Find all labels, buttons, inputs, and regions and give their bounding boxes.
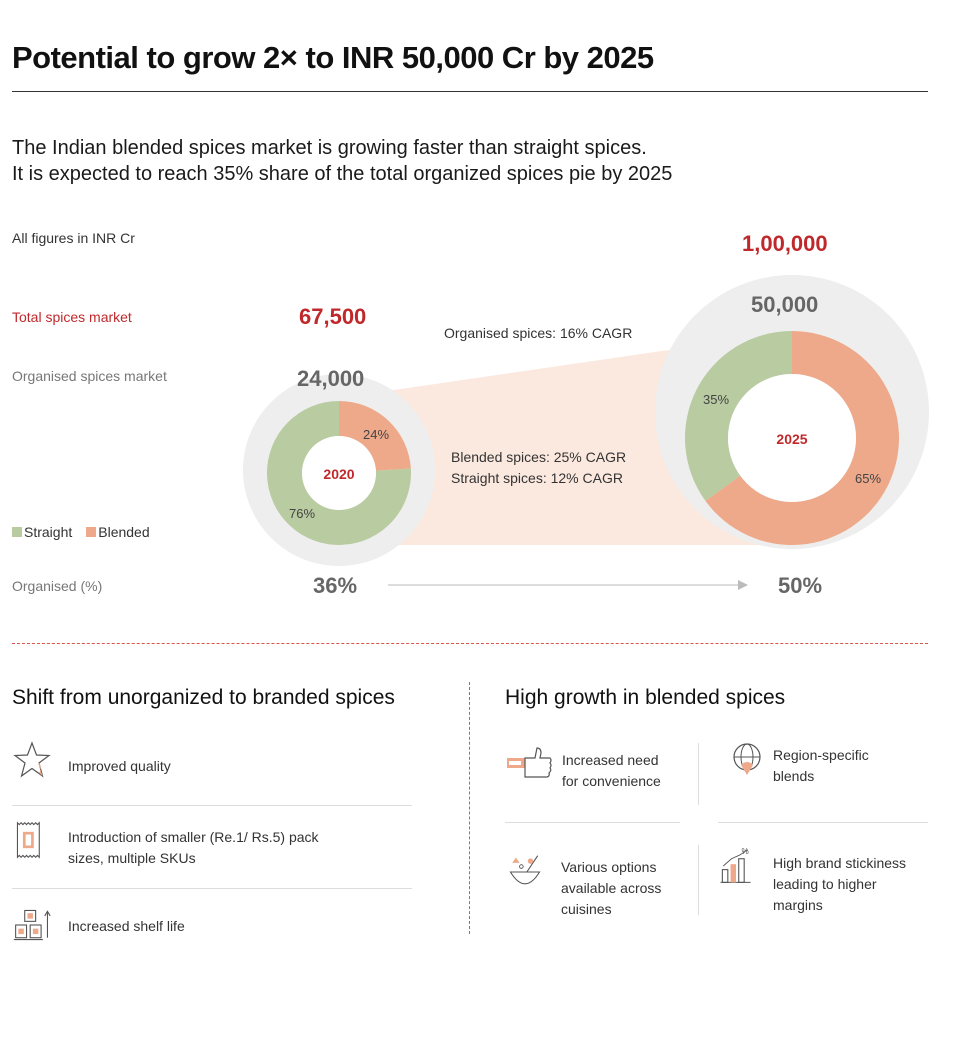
feature-brand-stickiness: High brand stickiness leading to higher … [773,853,906,916]
globe-pin-icon [733,743,761,775]
donut-slice-blended-2020 [339,401,411,471]
chart-legend: Straight Blended [12,524,150,540]
data-label-blended-2025: 65% [855,471,881,486]
data-label-straight-2025: 35% [703,392,729,407]
donut-hole-2025 [728,374,856,502]
feature-smaller-packs: Introduction of smaller (Re.1/ Rs.5) pac… [68,827,319,869]
organised-market-2025: 50,000 [751,292,819,317]
column-divider [469,682,470,934]
title-divider [12,91,928,92]
feature-various-options-line-3: cuisines [561,901,612,917]
donut-slice-blended-2025 [705,331,899,546]
thumbs-up-icon [507,747,552,778]
feature-improved-quality: Improved quality [68,758,171,774]
section-divider [12,643,928,644]
star-icon [13,741,51,778]
feature-smaller-packs-line-1: Introduction of smaller (Re.1/ Rs.5) pac… [68,829,319,845]
legend-swatch-blended [86,527,97,537]
feature-convenience-line-2: for convenience [562,773,661,789]
subtitle-line-1: The Indian blended spices market is grow… [12,137,647,159]
straight-cagr-annotation: Straight spices: 12% CAGR [451,470,623,486]
total-market-label: Total spices market [12,309,132,325]
donut-2025 [684,331,899,546]
feature-smaller-packs-line-2: sizes, multiple SKUs [68,850,196,866]
organised-cagr-annotation: Organised spices: 16% CAGR [444,325,633,341]
blended-cagr-annotation: Blended spices: 25% CAGR [451,449,627,465]
growth-chart-icon: % [720,847,751,883]
data-label-straight-2020: 76% [289,506,315,521]
total-market-2020: 67,500 [299,304,367,329]
feature-vertical-divider [698,845,699,915]
mortar-icon [509,855,541,885]
organised-market-label: Organised spices market [12,368,167,384]
feature-vertical-divider [698,743,699,805]
feature-various-options-line-1: Various options [561,859,657,875]
feature-brand-stickiness-line-3: margins [773,897,823,913]
donut-slice-straight-2020 [267,401,411,545]
legend-swatch-straight [12,527,22,537]
year-label-2025: 2025 [776,431,807,447]
organised-pct-2020: 36% [313,573,358,598]
feature-divider [505,822,680,823]
data-label-blended-2020: 24% [363,427,389,442]
feature-region-blends-line-1: Region-specific [773,747,869,763]
market-donut-chart: 2020 2025 24% 76% 35% 65% [243,275,929,590]
donut-2020 [267,401,411,545]
feature-various-options-line-2: available across [561,880,662,896]
legend-item-blended: Blended [86,524,150,540]
units-note: All figures in INR Cr [12,230,135,246]
donut-slice-straight-2025 [684,331,792,501]
organised-market-2020: 24,000 [297,366,365,391]
feature-region-blends-line-2: blends [773,768,815,784]
feature-various-options: Various options available across cuisine… [561,857,661,920]
year-label-2020: 2020 [323,466,354,482]
page-title: Potential to grow 2× to INR 50,000 Cr by… [12,40,654,75]
feature-brand-stickiness-line-2: leading to higher [773,876,877,892]
feature-region-blends: Region-specific blends [773,745,869,787]
organised-pct-label: Organised (%) [12,578,103,594]
shift-section-title: Shift from unorganized to branded spices [12,686,395,709]
feature-divider [12,805,412,806]
legend-label-straight: Straight [24,524,73,540]
feature-convenience-line-1: Increased need [562,752,659,768]
feature-divider [718,822,928,823]
legend-item-straight: Straight [12,524,72,540]
donut-hole-2020 [302,436,376,510]
feature-divider [12,888,412,889]
feature-shelf-life: Increased shelf life [68,918,185,934]
organised-pct-2025: 50% [778,573,823,598]
growth-arrow-head [738,580,748,590]
growth-section-title: High growth in blended spices [505,686,786,709]
legend-label-blended: Blended [98,524,150,540]
total-market-2025: 1,00,000 [742,231,828,256]
pack-icon [16,821,40,859]
feature-brand-stickiness-line-1: High brand stickiness [773,855,907,871]
subtitle-line-2: It is expected to reach 35% share of the… [12,163,673,185]
feature-convenience: Increased need for convenience [562,750,661,792]
shelf-icon [13,909,51,941]
